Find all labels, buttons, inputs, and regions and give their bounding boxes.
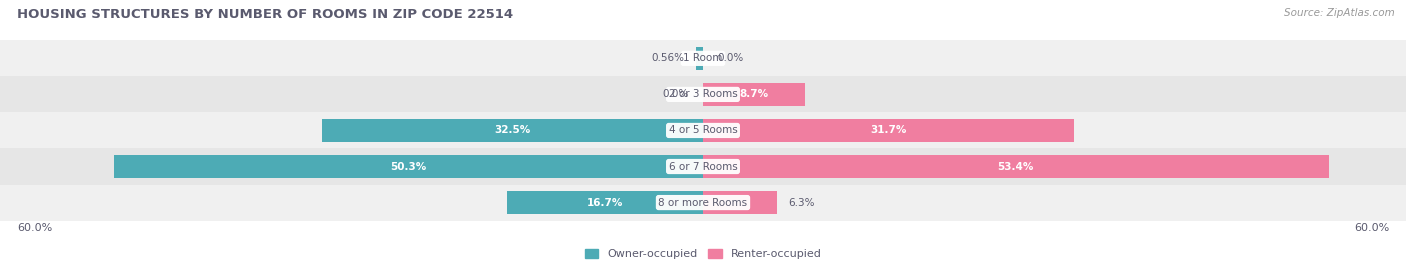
Bar xyxy=(508,191,703,214)
Bar xyxy=(0,185,1406,221)
Text: 8.7%: 8.7% xyxy=(740,89,769,100)
Text: 0.56%: 0.56% xyxy=(652,53,685,63)
Bar xyxy=(114,155,703,178)
Bar xyxy=(703,155,1329,178)
Text: 16.7%: 16.7% xyxy=(586,197,623,208)
Text: Source: ZipAtlas.com: Source: ZipAtlas.com xyxy=(1284,8,1395,18)
Text: 4 or 5 Rooms: 4 or 5 Rooms xyxy=(669,125,737,136)
Bar xyxy=(0,76,1406,112)
Text: 2 or 3 Rooms: 2 or 3 Rooms xyxy=(669,89,737,100)
Bar xyxy=(0,40,1406,76)
Bar xyxy=(0,148,1406,185)
Text: 8 or more Rooms: 8 or more Rooms xyxy=(658,197,748,208)
Bar xyxy=(703,83,804,106)
Bar xyxy=(0,112,1406,148)
Text: 31.7%: 31.7% xyxy=(870,125,907,136)
Text: HOUSING STRUCTURES BY NUMBER OF ROOMS IN ZIP CODE 22514: HOUSING STRUCTURES BY NUMBER OF ROOMS IN… xyxy=(17,8,513,21)
Text: 6.3%: 6.3% xyxy=(789,197,815,208)
Bar xyxy=(703,119,1074,142)
Text: 53.4%: 53.4% xyxy=(998,161,1033,172)
Text: 0.0%: 0.0% xyxy=(717,53,744,63)
Text: 60.0%: 60.0% xyxy=(1354,223,1389,233)
Text: 6 or 7 Rooms: 6 or 7 Rooms xyxy=(669,161,737,172)
Bar xyxy=(703,191,778,214)
Text: 1 Room: 1 Room xyxy=(683,53,723,63)
Bar xyxy=(322,119,703,142)
Text: 60.0%: 60.0% xyxy=(17,223,52,233)
Text: 50.3%: 50.3% xyxy=(391,161,426,172)
Text: 32.5%: 32.5% xyxy=(495,125,530,136)
Legend: Owner-occupied, Renter-occupied: Owner-occupied, Renter-occupied xyxy=(581,244,825,263)
Text: 0.0%: 0.0% xyxy=(662,89,689,100)
Bar xyxy=(696,47,703,70)
